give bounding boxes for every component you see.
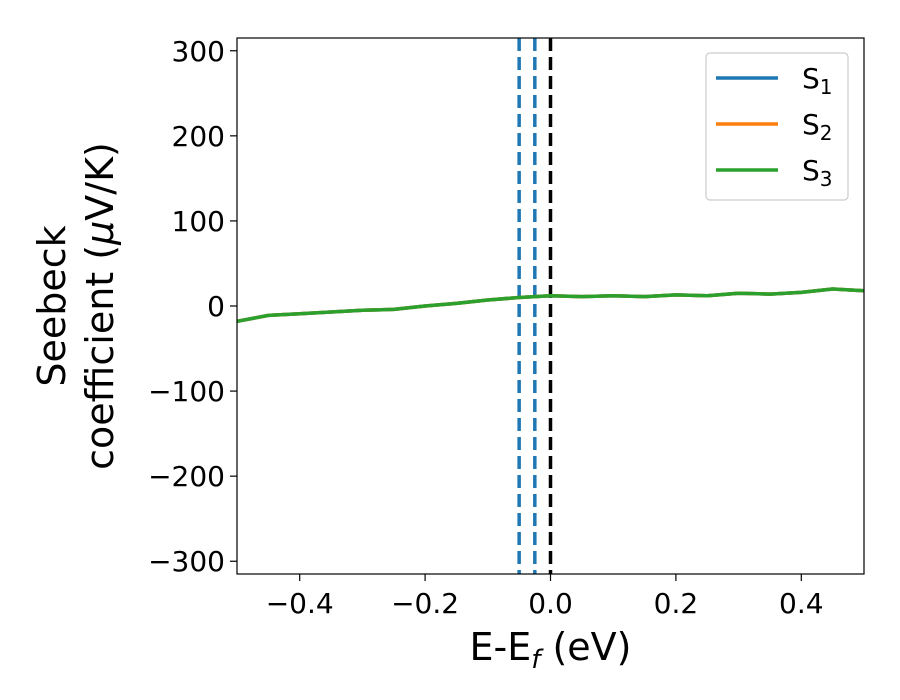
y-tick-label: 0 bbox=[207, 290, 225, 323]
y-tick-label: −100 bbox=[148, 375, 225, 408]
x-tick-label: −0.4 bbox=[266, 587, 334, 620]
legend-items: S1 S2 S3 bbox=[716, 62, 833, 191]
vertical-marker-lines bbox=[517, 38, 553, 574]
x-tick-label: 0.4 bbox=[779, 587, 824, 620]
x-tick-label: −0.2 bbox=[391, 587, 459, 620]
x-tick-label: 0.0 bbox=[528, 587, 573, 620]
legend-label-2: S2 bbox=[802, 108, 833, 145]
y-axis-label-line2: coefficient ( bbox=[78, 245, 122, 470]
y-axis-label: Seebeck coefficient (μV/K) bbox=[30, 142, 122, 470]
y-axis-label-mu: μ bbox=[78, 221, 122, 246]
legend: S1 S2 S3 bbox=[705, 52, 849, 201]
svg-text:coefficient (μV/K): coefficient (μV/K) bbox=[78, 142, 122, 470]
x-axis-ticks: −0.4 −0.2 0.0 0.2 0.4 bbox=[266, 574, 824, 620]
legend-label-3: S3 bbox=[802, 154, 833, 191]
y-axis-label-unit: V/K) bbox=[78, 142, 122, 221]
x-axis-label: E-Ef (eV) bbox=[470, 625, 632, 675]
svg-text:Seebeck: Seebeck bbox=[30, 225, 74, 386]
legend-label-1: S1 bbox=[802, 62, 833, 99]
series-lines bbox=[236, 287, 865, 324]
y-axis-label-line1: Seebeck bbox=[30, 225, 74, 386]
y-tick-label: 300 bbox=[172, 35, 225, 68]
y-axis-ticks: −300 −200 −100 0 100 200 300 bbox=[148, 35, 237, 578]
series-line-3 bbox=[236, 287, 865, 324]
y-tick-label: −200 bbox=[148, 460, 225, 493]
y-tick-label: 200 bbox=[172, 120, 225, 153]
legend-box bbox=[705, 52, 849, 201]
x-tick-label: 0.2 bbox=[654, 587, 699, 620]
y-tick-label: 100 bbox=[172, 205, 225, 238]
y-tick-label: −300 bbox=[148, 545, 225, 578]
